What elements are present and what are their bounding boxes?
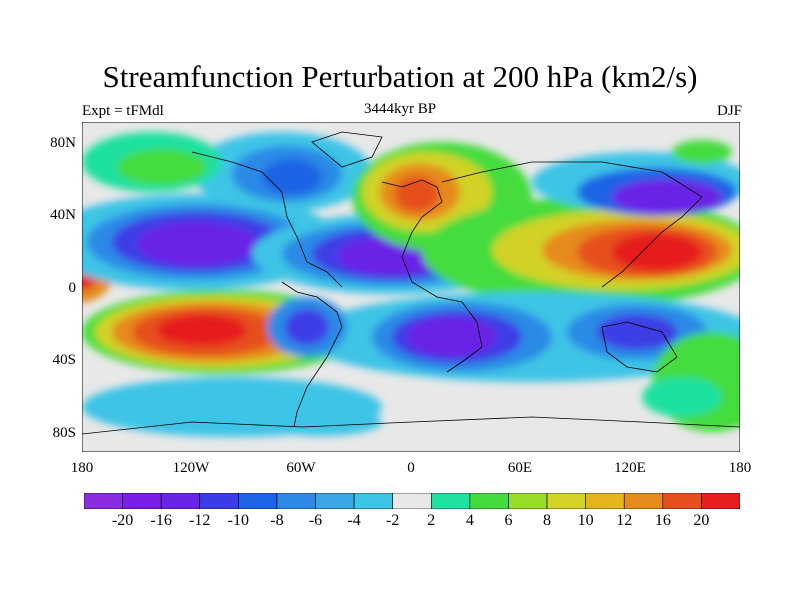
colorbar-swatch	[238, 493, 278, 509]
colorbar-label: 16	[654, 512, 671, 529]
lon-tick-180e: 180	[728, 460, 752, 476]
lon-tick-120e: 120E	[614, 460, 646, 476]
colorbar-swatch	[84, 493, 123, 509]
season-label: DJF	[716, 103, 742, 119]
colorbar-swatch	[392, 493, 432, 509]
colorbar-swatch	[430, 493, 471, 509]
colorbar-label: 4	[465, 512, 474, 529]
colorbar-swatch	[353, 493, 394, 509]
colorbar-label: 12	[616, 512, 633, 529]
experiment-label: Expt = tFMdl	[82, 103, 164, 119]
colorbar-swatch	[315, 493, 355, 509]
colorbar-label: -20	[111, 512, 134, 529]
colorbar-label: 2	[427, 512, 436, 529]
colorbar-label: -6	[308, 512, 323, 529]
lon-tick-180w: 180	[70, 460, 94, 476]
colorbar-swatch	[469, 493, 509, 509]
colorbar-label: 10	[577, 512, 594, 529]
colorbar-label: 6	[504, 512, 513, 529]
colorbar-label: -16	[150, 512, 172, 529]
colorbar-label: -10	[227, 512, 249, 529]
streamfunction-map	[82, 122, 740, 452]
colorbar-swatch	[546, 493, 586, 509]
colorbar-label: -4	[347, 512, 361, 529]
time-label: 3444kyr BP	[363, 101, 437, 117]
lat-tick-80s: 80S	[52, 425, 76, 441]
lat-tick-40n: 40N	[50, 207, 76, 223]
lat-tick-40s: 40S	[52, 352, 76, 368]
colorbar-swatch	[585, 493, 625, 509]
colorbar-label: -12	[189, 512, 211, 529]
colorbar-swatch	[623, 493, 664, 509]
colorbar-swatch	[160, 493, 201, 509]
lon-tick-0: 0	[407, 460, 415, 476]
colorbar-swatch	[662, 493, 702, 509]
lat-tick-80n: 80N	[50, 135, 76, 151]
colorbar-swatch	[276, 493, 316, 509]
contour-fill-layer	[82, 132, 740, 437]
colorbar-label: 20	[693, 512, 710, 529]
colorbar-swatch	[122, 493, 162, 509]
colorbar-swatch	[508, 493, 548, 509]
map-title: Streamfunction Perturbation at 200 hPa (…	[102, 59, 698, 94]
lat-tick-0: 0	[68, 280, 77, 296]
lon-tick-120w: 120W	[172, 460, 210, 476]
colorbar-swatch	[701, 493, 740, 509]
lon-tick-60e: 60E	[507, 460, 533, 476]
colorbar-label: -8	[270, 512, 284, 529]
coastlines	[82, 131, 740, 435]
colorbar	[84, 493, 740, 509]
colorbar-label: 8	[543, 512, 552, 529]
lon-tick-60w: 60W	[286, 460, 316, 476]
colorbar-swatch	[199, 493, 239, 509]
colorbar-label: -2	[386, 512, 400, 529]
